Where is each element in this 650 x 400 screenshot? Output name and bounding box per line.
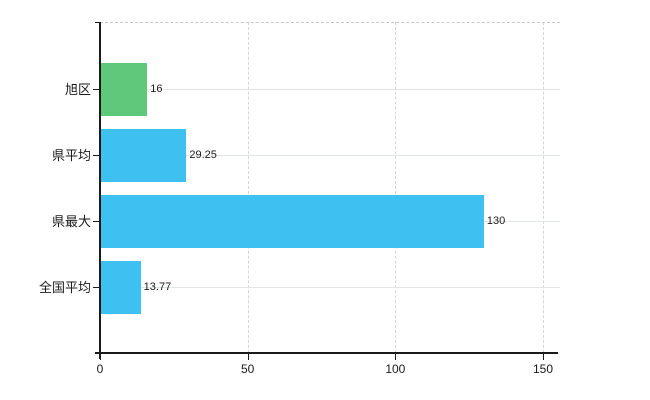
horizontal-gridline — [100, 155, 560, 156]
x-axis-tick — [543, 353, 544, 360]
category-tick — [93, 89, 100, 90]
x-axis-tick — [247, 353, 249, 360]
x-axis-tick-label: 50 — [240, 362, 255, 376]
vertical-gridline — [247, 22, 249, 353]
vertical-gridline — [395, 22, 397, 353]
x-axis-tick-label: 0 — [96, 362, 104, 376]
y-axis-line — [99, 22, 101, 359]
horizontal-gridline — [100, 287, 560, 288]
bar-value-label: 130 — [486, 215, 506, 227]
x-axis-tick — [100, 353, 101, 360]
x-axis-line — [95, 352, 558, 354]
vertical-gridline — [543, 22, 544, 353]
category-label: 県最大 — [51, 214, 91, 229]
horizontal-gridline — [100, 89, 560, 90]
plot-area — [100, 22, 560, 353]
category-label: 全国平均 — [38, 280, 91, 295]
plot-top-border — [100, 22, 560, 23]
category-label: 県平均 — [51, 148, 91, 163]
bar-value-label: 29.25 — [189, 149, 217, 161]
bar-旭区 — [101, 62, 148, 116]
category-tick — [93, 221, 100, 222]
x-axis-tick-label: 100 — [385, 362, 406, 376]
y-axis-end-tick — [95, 22, 100, 23]
category-tick — [93, 287, 100, 288]
x-axis-tick — [395, 353, 397, 360]
bar-全国平均 — [101, 260, 141, 314]
bar-県平均 — [101, 128, 187, 182]
bar-県最大 — [101, 194, 484, 248]
x-axis-tick-label: 150 — [532, 362, 554, 376]
category-tick — [93, 155, 100, 156]
category-label: 旭区 — [64, 82, 91, 97]
bar-value-label: 13.77 — [143, 281, 172, 293]
bar-value-label: 16 — [150, 83, 163, 95]
